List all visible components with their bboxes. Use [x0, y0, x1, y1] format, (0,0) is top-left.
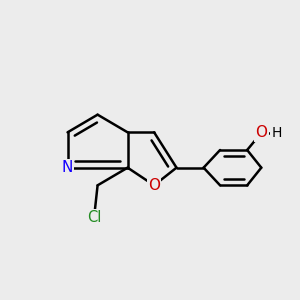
- Text: H: H: [272, 126, 282, 140]
- Text: O: O: [148, 178, 160, 193]
- Text: H: H: [272, 126, 282, 140]
- Text: N: N: [62, 160, 73, 175]
- Text: O: O: [255, 125, 267, 140]
- Text: Cl: Cl: [87, 210, 101, 225]
- Text: O: O: [255, 125, 267, 140]
